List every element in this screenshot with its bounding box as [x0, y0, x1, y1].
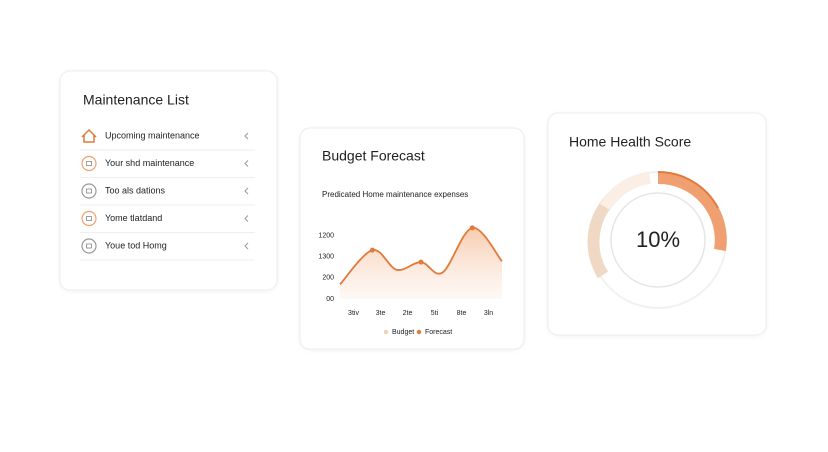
legend-label: Forecast: [425, 329, 452, 336]
point: [469, 225, 475, 231]
x-tick-label: 8te: [457, 310, 467, 317]
item-icon-glyph: [86, 188, 92, 194]
chevron[interactable]: [244, 132, 249, 140]
score: 10%: [636, 227, 680, 252]
chevron[interactable]: [244, 187, 249, 195]
maintenance-items: Upcoming maintenance Your shd maintenance…: [80, 128, 255, 261]
x-tick-label: 3tiv: [348, 310, 359, 317]
item-label: Upcoming maintenance: [105, 130, 200, 140]
y-tick-label: 200: [322, 275, 334, 282]
house-icon: [81, 128, 97, 143]
point: [369, 247, 375, 253]
x-tick-label: 5ti: [431, 310, 439, 317]
chart-subtitle: Predicated Home maintenance expenses: [322, 190, 468, 199]
legend-swatch: [416, 329, 422, 335]
legend-swatch: [383, 329, 389, 335]
x-tick-label: 3te: [376, 310, 386, 317]
chevron[interactable]: [244, 160, 249, 167]
y-tick-label: 1200: [318, 232, 334, 239]
item-label: Yome tlatdand: [105, 213, 162, 223]
legend-label: Budget: [392, 329, 414, 336]
ring-arc: [599, 172, 651, 211]
item-icon-glyph: [86, 216, 92, 221]
item-label: Too als dations: [105, 185, 166, 195]
item-icon: [81, 238, 97, 254]
item-label: Youe tod Homg: [105, 240, 167, 250]
item-icon: [81, 183, 97, 199]
card-title: Home Health Score: [569, 134, 691, 150]
item-icon-glyph: [86, 161, 92, 166]
item-icon: [81, 210, 97, 227]
item-label: Your shd maintenance: [105, 158, 194, 168]
ring-edge: [657, 171, 719, 209]
card-title: Maintenance List: [83, 92, 189, 108]
y-tick-label: 00: [326, 296, 334, 303]
point: [418, 259, 424, 265]
chevron[interactable]: [244, 242, 249, 250]
chevron[interactable]: [244, 215, 249, 222]
y-tick-label: 1300: [318, 254, 334, 261]
maintenance-card: [59, 70, 278, 291]
x-tick-label: 2te: [403, 310, 413, 317]
card-title: Budget Forecast: [322, 148, 425, 164]
item-icon-glyph: [86, 243, 92, 249]
ring-arc: [657, 171, 727, 251]
ring-inner: [610, 192, 706, 288]
chart: 00 200 1300 1200 3tiv 3te 2te 5ti 8te 3ln Budget Fo…: [318, 225, 503, 336]
item-icon: [81, 155, 97, 172]
x-tick-label: 3ln: [484, 310, 493, 317]
